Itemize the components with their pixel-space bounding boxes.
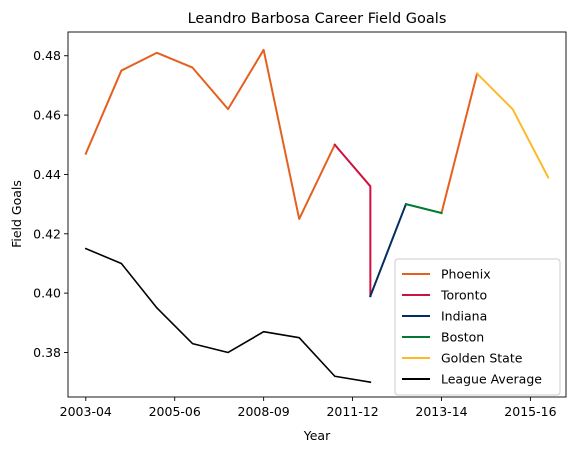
x-tick-label: 2008-09: [238, 404, 290, 419]
x-tick-label: 2003-04: [60, 404, 112, 419]
legend-label-phoenix: Phoenix: [441, 267, 491, 282]
x-axis-label: Year: [303, 428, 331, 443]
series-line-indiana: [369, 202, 408, 298]
legend-box: [394, 258, 561, 396]
x-tick-label: 2015-16: [504, 404, 556, 419]
plot-frame: [67, 31, 567, 398]
series-line-league-average: [84, 247, 372, 384]
x-tick-label: 2013-14: [415, 404, 467, 419]
x-tick-label: 2011-12: [326, 404, 378, 419]
series-line-phoenix: [440, 72, 479, 215]
y-tick-label: 0.40: [33, 286, 61, 301]
legend: Phoenix Toronto Indiana Boston Golden State L…: [394, 258, 561, 396]
y-tick-label: 0.46: [33, 108, 61, 123]
legend-label-golden-state: Golden State: [441, 351, 523, 366]
y-tick-label: 0.44: [33, 167, 61, 182]
y-tick-label: 0.38: [33, 345, 61, 360]
y-axis-label: Field Goals: [9, 180, 24, 248]
series-line-toronto: [333, 143, 372, 298]
series-line-golden-state: [475, 72, 550, 179]
series-line-phoenix: [84, 48, 337, 220]
legend-label-toronto: Toronto: [440, 288, 487, 303]
axis-layer: 2003-04 2005-06 2008-09 2011-12 2013-14 2015-…: [33, 48, 556, 419]
legend-label-boston: Boston: [441, 330, 484, 345]
series-layer: [84, 48, 550, 384]
x-tick-label: 2005-06: [149, 404, 201, 419]
y-tick-label: 0.48: [33, 48, 61, 63]
series-line-boston: [404, 202, 443, 215]
chart-title: Leandro Barbosa Career Field Goals: [188, 11, 447, 27]
legend-label-indiana: Indiana: [441, 309, 487, 324]
legend-label-league-average: League Average: [441, 372, 542, 387]
y-tick-label: 0.42: [33, 226, 61, 241]
